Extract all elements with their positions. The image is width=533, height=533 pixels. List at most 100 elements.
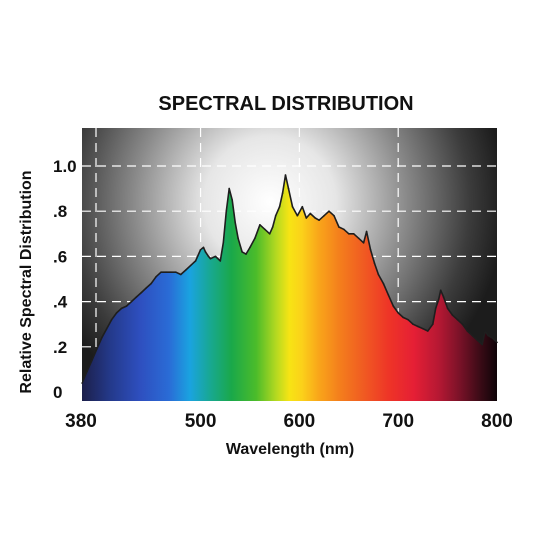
data-point — [259, 224, 261, 226]
data-point — [314, 217, 317, 219]
data-point — [471, 334, 474, 337]
y-tick-label: 0 — [53, 383, 62, 402]
data-point — [328, 210, 330, 212]
data-point — [287, 187, 290, 190]
data-point — [185, 269, 187, 271]
data-point — [369, 248, 372, 251]
x-axis-label: Wavelength (nm) — [226, 441, 354, 458]
data-point — [305, 217, 308, 219]
x-tick-label: 800 — [481, 411, 513, 432]
data-point — [309, 212, 312, 215]
data-point — [228, 187, 230, 190]
data-point — [204, 251, 207, 253]
y-tick-label: .2 — [53, 338, 67, 357]
data-points — [81, 174, 498, 384]
data-point — [487, 334, 489, 337]
data-point — [150, 282, 152, 285]
x-tick-label: 600 — [284, 411, 316, 432]
data-point — [189, 264, 192, 267]
data-point — [284, 174, 287, 176]
data-point — [225, 210, 228, 212]
data-point — [274, 214, 277, 217]
spectrum-area — [82, 175, 497, 401]
data-point — [427, 330, 429, 332]
y-axis-ticks: 0 .2 .4 .6 .8 1.0 — [53, 157, 77, 402]
data-point — [446, 307, 449, 310]
data-point — [254, 237, 256, 240]
data-point — [135, 296, 138, 298]
data-point — [120, 307, 123, 310]
data-point — [397, 312, 400, 314]
data-point — [165, 271, 167, 274]
data-point — [476, 339, 479, 341]
y-tick-label: .6 — [53, 247, 67, 266]
y-tick-label: .8 — [53, 202, 67, 221]
data-point — [373, 262, 376, 265]
data-point — [392, 305, 395, 307]
data-point — [451, 314, 454, 317]
data-point — [110, 318, 113, 321]
data-point — [417, 325, 419, 328]
data-point — [231, 199, 233, 201]
data-point — [461, 323, 464, 326]
chart-title: SPECTRAL DISTRIBUTION — [158, 93, 413, 115]
data-point — [377, 273, 380, 276]
x-tick-label: 380 — [65, 411, 97, 432]
y-tick-label: .4 — [53, 293, 68, 312]
data-point — [466, 330, 469, 332]
data-point — [115, 312, 118, 314]
data-point — [249, 246, 251, 249]
y-tick-label: 1.0 — [53, 157, 77, 176]
data-point — [180, 273, 182, 276]
x-axis-ticks: 380 500 600 700 800 — [65, 411, 513, 432]
data-point — [412, 323, 414, 326]
data-point — [365, 230, 368, 233]
data-point — [130, 300, 133, 303]
data-point — [387, 294, 390, 296]
data-point — [268, 233, 271, 235]
data-point — [352, 233, 355, 235]
data-point — [333, 214, 335, 217]
data-point — [101, 337, 103, 339]
data-point — [96, 348, 98, 350]
data-point — [199, 248, 202, 251]
data-point — [175, 271, 177, 274]
data-point — [160, 271, 162, 274]
data-point — [271, 226, 274, 228]
data-point — [362, 242, 365, 244]
data-point — [484, 330, 486, 332]
data-point — [496, 341, 498, 344]
data-point — [234, 221, 236, 224]
data-point — [422, 327, 424, 330]
data-point — [81, 382, 83, 384]
data-point — [481, 343, 484, 346]
data-point — [245, 253, 247, 255]
data-point — [281, 192, 284, 194]
data-point — [323, 214, 325, 217]
data-point — [343, 228, 345, 231]
data-point — [318, 219, 320, 221]
data-point — [125, 305, 128, 307]
data-point — [207, 255, 210, 258]
data-point — [202, 246, 205, 249]
data-point — [434, 307, 437, 310]
data-point — [437, 298, 440, 301]
data-point — [357, 237, 360, 240]
x-tick-label: 500 — [185, 411, 217, 432]
data-point — [439, 289, 442, 292]
data-point — [170, 271, 172, 274]
data-point — [241, 251, 243, 253]
data-point — [91, 359, 93, 362]
data-point — [296, 214, 299, 217]
data-point — [105, 327, 108, 330]
data-point — [442, 296, 445, 298]
data-point — [348, 233, 350, 235]
data-point — [264, 228, 266, 231]
data-point — [194, 260, 197, 262]
data-point — [278, 205, 281, 208]
data-point — [237, 237, 239, 240]
data-point — [382, 282, 385, 285]
data-point — [338, 226, 340, 228]
data-point — [219, 260, 222, 262]
data-point — [209, 257, 212, 260]
